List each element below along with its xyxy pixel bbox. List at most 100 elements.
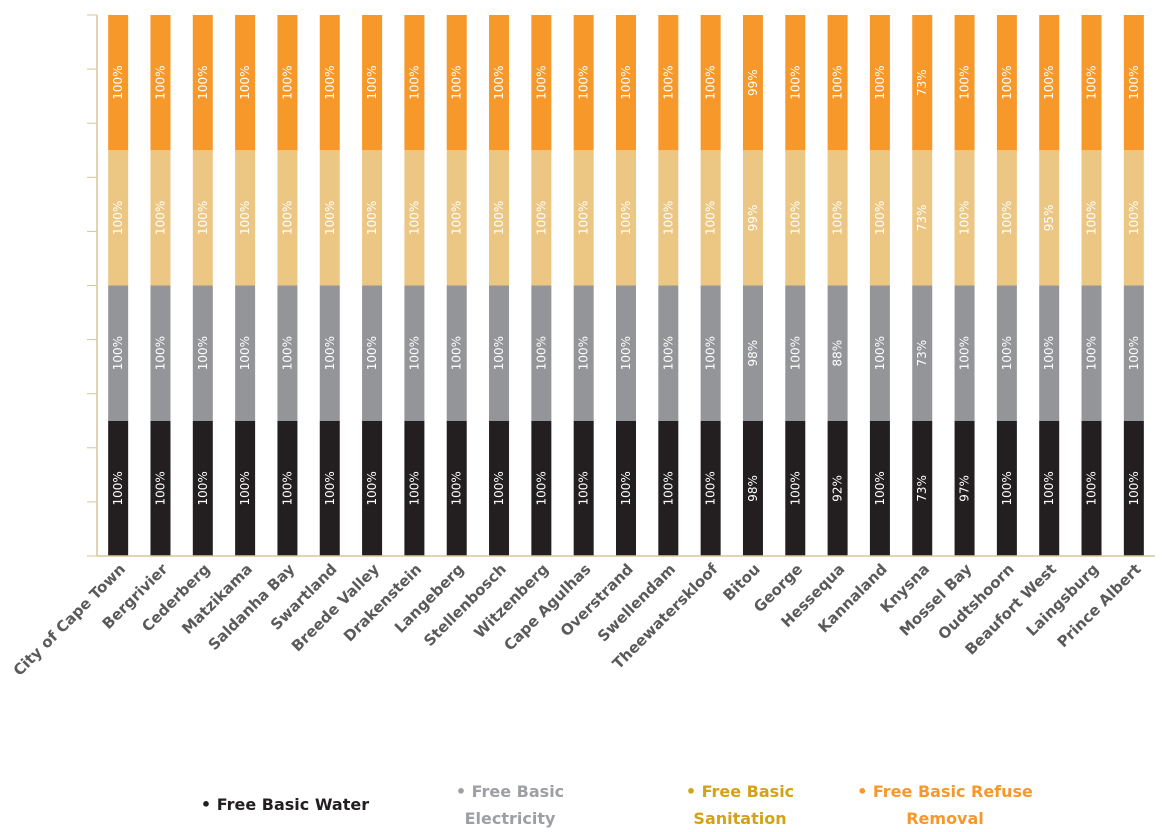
bar-segment	[235, 285, 256, 421]
bar-segment	[658, 15, 679, 151]
data-label: 95%	[1042, 205, 1056, 232]
data-label: 100%	[323, 65, 337, 99]
data-label: 100%	[1042, 336, 1056, 370]
data-label: 100%	[153, 65, 167, 99]
bar-segment	[235, 150, 256, 286]
bar-segment	[319, 15, 340, 151]
legend-item-refuse: • Free Basic Refuse Removal	[840, 778, 1050, 832]
data-label: 100%	[873, 201, 887, 235]
data-label: 100%	[1127, 336, 1141, 370]
data-label: 100%	[238, 65, 252, 99]
bar-segment	[996, 15, 1017, 151]
data-label: 100%	[365, 201, 379, 235]
bar-segment	[658, 150, 679, 286]
data-label: 100%	[450, 65, 464, 99]
data-label: 100%	[365, 336, 379, 370]
bar-segment	[489, 15, 510, 151]
bar-segment	[912, 150, 933, 286]
data-label: 88%	[831, 340, 845, 367]
bar-segment	[573, 150, 594, 286]
data-label: 100%	[704, 336, 718, 370]
bar-segment	[235, 420, 256, 556]
bar-segment	[404, 285, 425, 421]
data-label: 100%	[704, 65, 718, 99]
bar-segment	[869, 15, 890, 151]
bar-segment	[742, 285, 763, 421]
bar-segment	[658, 285, 679, 421]
bar-segment	[1081, 420, 1102, 556]
data-label: 100%	[492, 336, 506, 370]
bar-segment	[785, 420, 806, 556]
data-label: 100%	[1127, 201, 1141, 235]
bar-segment	[1039, 285, 1060, 421]
bar-segment	[192, 15, 213, 151]
data-label: 73%	[915, 340, 929, 367]
bar-segment	[742, 420, 763, 556]
data-label: 100%	[280, 201, 294, 235]
bar-segment	[150, 285, 171, 421]
data-label: 100%	[196, 65, 210, 99]
bar-segment	[912, 420, 933, 556]
bar-segment	[573, 420, 594, 556]
bar-segment	[1039, 150, 1060, 286]
data-label: 100%	[958, 336, 972, 370]
bar-segment	[108, 420, 129, 556]
data-label: 100%	[704, 471, 718, 505]
data-label: 100%	[873, 65, 887, 99]
data-label: 100%	[323, 336, 337, 370]
bar-segment	[869, 420, 890, 556]
data-label: 100%	[153, 471, 167, 505]
bar-segment	[954, 150, 975, 286]
bar-segment	[277, 420, 298, 556]
data-label: 100%	[1127, 65, 1141, 99]
bar-segment	[277, 150, 298, 286]
bar-segment	[912, 285, 933, 421]
data-label: 100%	[407, 336, 421, 370]
bar-segment	[319, 285, 340, 421]
bar-segment	[235, 15, 256, 151]
data-label: 100%	[619, 65, 633, 99]
data-label: 100%	[196, 336, 210, 370]
data-label: 100%	[407, 65, 421, 99]
data-label: 100%	[1085, 201, 1099, 235]
bar-segment	[1081, 285, 1102, 421]
data-label: 100%	[534, 201, 548, 235]
data-label: 100%	[1042, 471, 1056, 505]
bar-segment	[700, 150, 721, 286]
data-label: 98%	[746, 340, 760, 367]
bar-segment	[1081, 150, 1102, 286]
bar-segment	[616, 150, 636, 286]
data-label: 100%	[238, 471, 252, 505]
data-label: 100%	[1000, 201, 1014, 235]
bar-segment	[531, 150, 552, 286]
bar-segment	[573, 285, 594, 421]
bar-segment	[700, 15, 721, 151]
bar-segment	[616, 285, 636, 421]
legend-item-sanitation: • Free Basic Sanitation	[660, 778, 820, 832]
legend-label-electricity: • Free Basic Electricity	[455, 782, 565, 828]
bar-segment	[192, 150, 213, 286]
axes	[96, 15, 1155, 557]
bar-segment	[489, 285, 510, 421]
data-label: 100%	[407, 471, 421, 505]
bar-segment	[1039, 420, 1060, 556]
category-labels: City of Cape TownBergrivierCederbergMatz…	[10, 560, 1145, 680]
data-label: 100%	[323, 471, 337, 505]
bar-segment	[531, 420, 552, 556]
data-label: 100%	[153, 336, 167, 370]
bar-segment	[996, 150, 1017, 286]
data-label: 73%	[915, 475, 929, 502]
bar-segment	[1123, 15, 1144, 151]
bar-segment	[954, 420, 975, 556]
bar-segment	[658, 420, 679, 556]
bar-segment	[700, 285, 721, 421]
bar-segment	[192, 420, 213, 556]
data-label: 100%	[407, 201, 421, 235]
data-label: 100%	[958, 201, 972, 235]
bar-segment	[785, 150, 806, 286]
bar-segment	[700, 420, 721, 556]
bar-segment	[277, 285, 298, 421]
data-label: 100%	[1000, 471, 1014, 505]
legend-item-electricity: • Free Basic Electricity	[430, 778, 590, 832]
bar-segment	[150, 420, 171, 556]
